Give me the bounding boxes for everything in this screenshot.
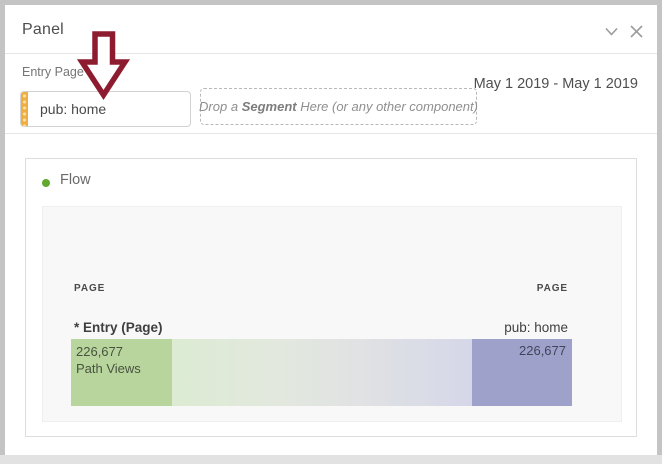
flow-link-ribbon[interactable]: [172, 339, 472, 406]
flow-node-entry-metric: Path Views: [76, 361, 141, 376]
panel-title: Panel: [22, 21, 64, 38]
flow-node-entry-value: 226,677: [76, 344, 123, 359]
flow-column-header-right: PAGE: [536, 283, 568, 294]
date-range[interactable]: May 1 2019 - May 1 2019: [473, 76, 638, 92]
segment-drop-zone[interactable]: Drop a Segment Here (or any other compon…: [199, 88, 478, 125]
viz-color-dot-icon: [42, 179, 50, 187]
dropzone-text: Drop a Segment Here (or any other compon…: [199, 99, 478, 114]
close-icon[interactable]: [629, 25, 644, 38]
flow-bars: 226,677 Path Views 226,677: [43, 339, 621, 406]
panel-body: Panel Entry Page pub: home Drop a Segmen…: [5, 5, 657, 455]
flow-node-entry[interactable]: 226,677 Path Views: [71, 339, 172, 406]
flow-visualization-card: Flow PAGE PAGE * Entry (Page) pub: home …: [25, 158, 637, 437]
flow-node-label-entry: * Entry (Page): [74, 320, 163, 335]
flow-node-label-pub-home: pub: home: [504, 320, 568, 335]
flow-node-pub-home[interactable]: 226,677: [472, 339, 572, 406]
chevron-down-icon[interactable]: [604, 25, 619, 38]
flow-node-pub-home-value: 226,677: [519, 343, 566, 358]
flow-chart-area: PAGE PAGE * Entry (Page) pub: home 226,6…: [42, 206, 622, 422]
section-divider: [5, 133, 657, 134]
flow-column-header-left: PAGE: [74, 283, 106, 294]
chip-label: pub: home: [40, 101, 107, 117]
entry-page-label: Entry Page: [22, 65, 84, 79]
dimension-chip-pub-home[interactable]: pub: home: [20, 91, 191, 127]
flow-title: Flow: [60, 172, 91, 188]
chip-drag-handle-icon[interactable]: [21, 92, 28, 126]
outer-frame-bottom: [0, 455, 662, 464]
header-divider: [5, 53, 657, 54]
